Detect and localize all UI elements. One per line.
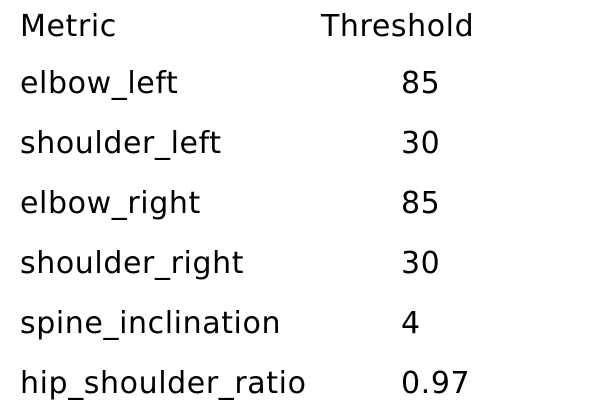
table-row: elbow_left 85	[20, 54, 580, 114]
metric-cell: shoulder_right	[20, 246, 245, 281]
metric-cell: shoulder_left	[20, 126, 222, 161]
metric-cell: hip_shoulder_ratio	[20, 366, 307, 401]
metric-column-header: Metric	[20, 9, 117, 44]
threshold-cell: 85	[401, 66, 441, 101]
metric-cell: elbow_right	[20, 186, 201, 221]
metric-cell: spine_inclination	[20, 306, 282, 341]
table-header-row: Metric Threshold	[20, 0, 580, 54]
table-row: elbow_right 85	[20, 174, 580, 234]
table-row: shoulder_left 30	[20, 114, 580, 174]
threshold-cell: 4	[401, 306, 421, 341]
metric-cell: elbow_left	[20, 66, 179, 101]
threshold-cell: 30	[401, 126, 441, 161]
threshold-column-header: Threshold	[321, 9, 475, 44]
table-row: shoulder_right 30	[20, 234, 580, 294]
table-row: hip_shoulder_ratio 0.97	[20, 354, 580, 414]
threshold-cell: 0.97	[401, 366, 471, 401]
thresholds-table: Metric Threshold elbow_left 85 shoulder_…	[20, 0, 580, 414]
table-row: spine_inclination 4	[20, 294, 580, 354]
threshold-cell: 30	[401, 246, 441, 281]
threshold-cell: 85	[401, 186, 441, 221]
